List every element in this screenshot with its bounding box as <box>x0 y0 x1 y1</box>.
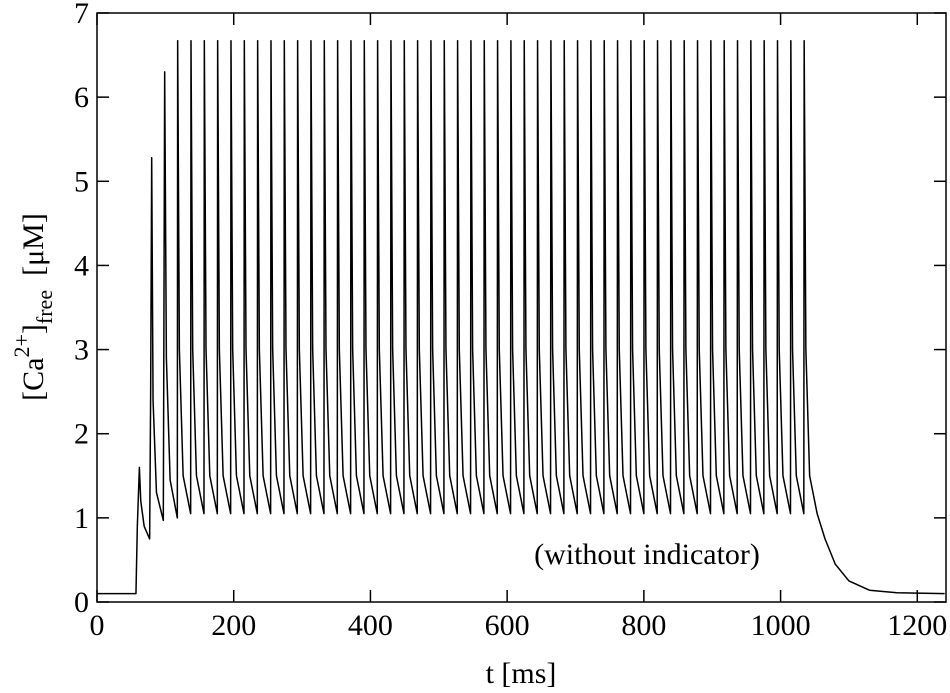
y-tick-label: 6 <box>74 81 89 114</box>
y-tick-label: 1 <box>74 502 89 535</box>
y-tick-label: 0 <box>74 586 89 619</box>
y-tick-label: 4 <box>74 249 89 282</box>
data-line <box>97 40 945 595</box>
y-label-open: [Ca <box>17 358 50 401</box>
x-axis-label: t [ms] <box>486 657 557 690</box>
y-label-sub: free <box>32 290 57 324</box>
y-tick-label: 2 <box>74 418 89 451</box>
y-label-sup: 2+ <box>9 334 34 357</box>
x-tick-label: 1200 <box>887 609 947 642</box>
y-tick-label: 5 <box>74 165 89 198</box>
x-tick-label: 600 <box>485 609 530 642</box>
x-tick-label: 200 <box>211 609 256 642</box>
y-axis-label: [Ca2+]free [μM] <box>9 213 57 401</box>
x-tick-label: 0 <box>90 609 105 642</box>
x-tick-label: 800 <box>621 609 666 642</box>
plot-frame <box>96 12 947 603</box>
y-tick-label: 7 <box>74 0 89 30</box>
y-tick-label: 3 <box>74 334 89 367</box>
y-label-close: ] <box>17 324 50 334</box>
x-tick-label: 1000 <box>751 609 811 642</box>
x-tick-label: 400 <box>348 609 393 642</box>
annotation: (without indicator) <box>534 538 760 571</box>
y-label-unit: [μM] <box>17 213 50 276</box>
